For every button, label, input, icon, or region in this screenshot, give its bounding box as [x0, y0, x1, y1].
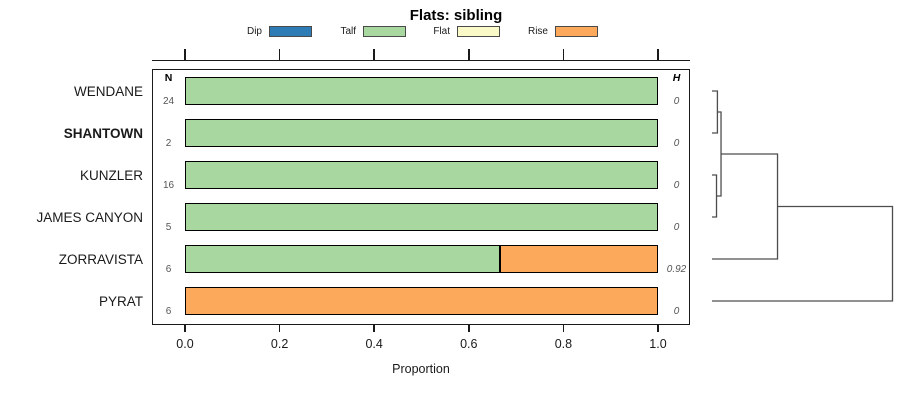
- bar-segment-talf: [185, 77, 658, 105]
- bar-row: [185, 245, 658, 273]
- legend-item: Rise: [493, 25, 598, 38]
- bar-row: [185, 77, 658, 105]
- legend-label: Dip: [246, 26, 262, 37]
- category-label: ZORRAVISTA: [58, 251, 143, 267]
- top-axis-line: [152, 60, 690, 61]
- bottom-tick: [562, 325, 565, 332]
- tick-label: 1.0: [649, 337, 667, 351]
- dendrogram-link-M1: [712, 90, 719, 134]
- n-value: 24: [162, 95, 175, 107]
- bar-segment-rise: [500, 245, 658, 273]
- x-axis-title: Proportion: [392, 362, 450, 376]
- bottom-tick: [184, 325, 186, 332]
- chart-title: Flats: sibling: [409, 7, 503, 24]
- legend-swatch-talf: [363, 26, 406, 37]
- legend-item: Dip: [207, 25, 312, 38]
- legend-swatch-dip: [269, 26, 312, 37]
- h-value: 0: [673, 179, 680, 191]
- h-column-header: H: [672, 72, 681, 84]
- plot-box: [152, 69, 690, 325]
- tick-label: 0.0: [176, 337, 194, 351]
- n-value: 6: [165, 305, 172, 317]
- dendrogram-link-M5: [712, 205, 894, 302]
- h-value: 0: [673, 137, 680, 149]
- bar-segment-talf: [185, 203, 658, 231]
- bar-segment-talf: [185, 245, 501, 273]
- legend-label: Flat: [433, 26, 450, 37]
- bar-segment-rise: [185, 287, 658, 315]
- legend-label: Rise: [527, 26, 548, 37]
- bottom-tick: [657, 325, 659, 332]
- h-value: 0: [673, 305, 680, 317]
- tick-label: 0.2: [270, 337, 289, 351]
- bar-segment-talf: [185, 119, 658, 147]
- tick-label: 0.4: [365, 337, 383, 351]
- top-tick: [468, 49, 470, 61]
- bar-row: [185, 119, 658, 147]
- h-value: 0.92: [666, 263, 687, 275]
- n-value: 16: [162, 179, 175, 191]
- top-tick: [278, 49, 281, 61]
- category-label: SHANTOWN: [63, 125, 143, 141]
- dendrogram-link-M4: [712, 153, 779, 260]
- bottom-tick: [373, 325, 375, 332]
- n-value: 6: [165, 263, 172, 275]
- tick-label: 0.6: [460, 337, 478, 351]
- top-tick: [184, 49, 186, 61]
- h-value: 0: [673, 95, 680, 107]
- category-label: KUNZLER: [79, 167, 143, 183]
- category-label: PYRAT: [98, 293, 143, 309]
- n-column-header: N: [164, 72, 173, 84]
- top-tick: [562, 49, 565, 61]
- tick-label: 0.8: [554, 337, 573, 351]
- bottom-tick: [468, 325, 470, 332]
- legend-label: Talf: [340, 26, 356, 37]
- category-label: JAMES CANYON: [36, 209, 143, 225]
- bar-segment-talf: [185, 161, 658, 189]
- n-value: 2: [165, 137, 172, 149]
- dendrogram-link-M2: [712, 174, 718, 218]
- top-tick: [657, 49, 659, 61]
- legend-item: Talf: [301, 25, 406, 38]
- bottom-tick: [278, 325, 281, 332]
- legend-item: Flat: [395, 25, 500, 38]
- bar-row: [185, 203, 658, 231]
- n-value: 5: [165, 221, 172, 233]
- legend-swatch-flat: [457, 26, 500, 37]
- top-tick: [373, 49, 375, 61]
- category-label: WENDANE: [73, 83, 143, 99]
- h-value: 0: [673, 221, 680, 233]
- bar-row: [185, 161, 658, 189]
- legend-swatch-rise: [555, 26, 598, 37]
- bar-row: [185, 287, 658, 315]
- dendrogram-link-M3: [716, 111, 722, 197]
